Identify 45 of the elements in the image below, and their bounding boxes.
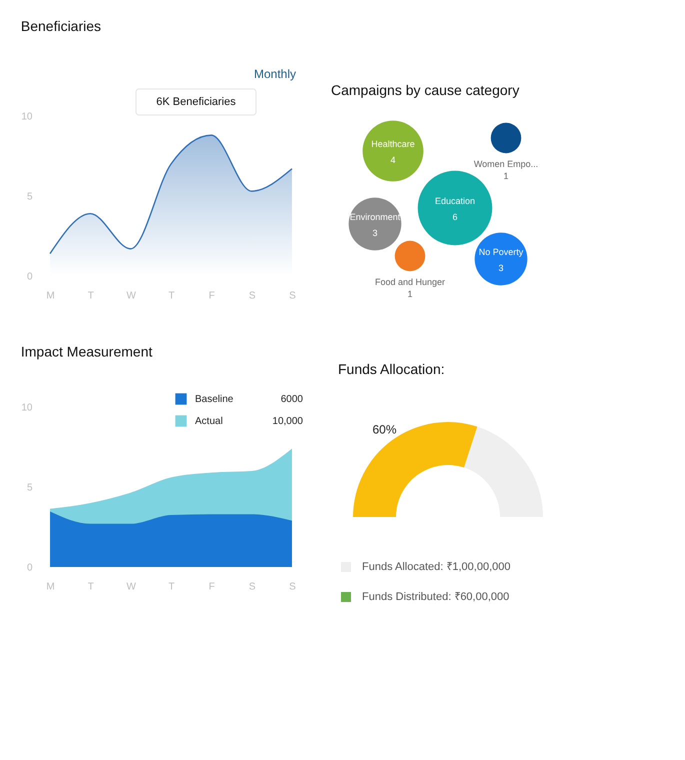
- x-tick-label: T: [168, 290, 175, 302]
- data-label: 3: [498, 263, 504, 273]
- data-label: 3: [372, 228, 378, 238]
- chart-subtitle: Monthly: [254, 67, 296, 81]
- x-tick-label: S: [289, 290, 296, 302]
- x-tick-label: S: [248, 582, 256, 592]
- x-tick-label: M: [46, 290, 55, 302]
- y-tick-label: 0: [26, 562, 33, 574]
- x-tick-label: T: [88, 582, 94, 592]
- text: 6000: [280, 394, 304, 405]
- x-tick-label: S: [289, 582, 296, 592]
- data-label: 60%: [372, 422, 397, 437]
- x-tick-label: W: [126, 290, 136, 302]
- category-label: Healthcare: [371, 139, 415, 149]
- y-tick-label: 0: [26, 272, 33, 282]
- text: Campaigns by cause category: [331, 82, 520, 98]
- text: 6K Beneficiaries: [156, 96, 236, 108]
- y-tick-label: 10: [21, 402, 33, 414]
- category-label: No Poverty: [478, 247, 524, 257]
- y-tick-label: 5: [26, 192, 33, 202]
- y-tick-label: 10: [21, 112, 33, 122]
- chart-title: Impact Measurement: [20, 343, 152, 360]
- legend-label: Actual: [195, 416, 223, 427]
- data-label: 4: [390, 155, 396, 165]
- x-tick-label: M: [46, 582, 55, 592]
- data-label: 6: [452, 212, 458, 222]
- data-label: 1: [503, 171, 509, 182]
- category-label: Environment: [350, 212, 401, 222]
- category-label: Education: [434, 196, 476, 206]
- x-tick-label: S: [248, 290, 256, 302]
- data-label: 1: [407, 289, 413, 300]
- category-label: Women Empo...: [474, 159, 538, 170]
- text: Funds Distributed: ₹60,00,000: [362, 591, 510, 603]
- x-tick-label: F: [208, 290, 215, 302]
- y-tick-label: 5: [26, 482, 33, 494]
- chart-title: Beneficiaries: [20, 18, 102, 34]
- x-tick-label: T: [168, 582, 175, 592]
- x-tick-label: T: [88, 290, 94, 302]
- text: Funds Allocated: ₹1,00,00,000: [362, 561, 510, 573]
- annotation: 10,000: [272, 416, 304, 427]
- legend-label: Baseline: [195, 394, 234, 405]
- x-tick-label: W: [126, 582, 136, 592]
- category-label: Food and Hunger: [374, 277, 446, 288]
- chart-title: Funds Allocation:: [338, 361, 445, 377]
- x-tick-label: F: [208, 582, 215, 592]
